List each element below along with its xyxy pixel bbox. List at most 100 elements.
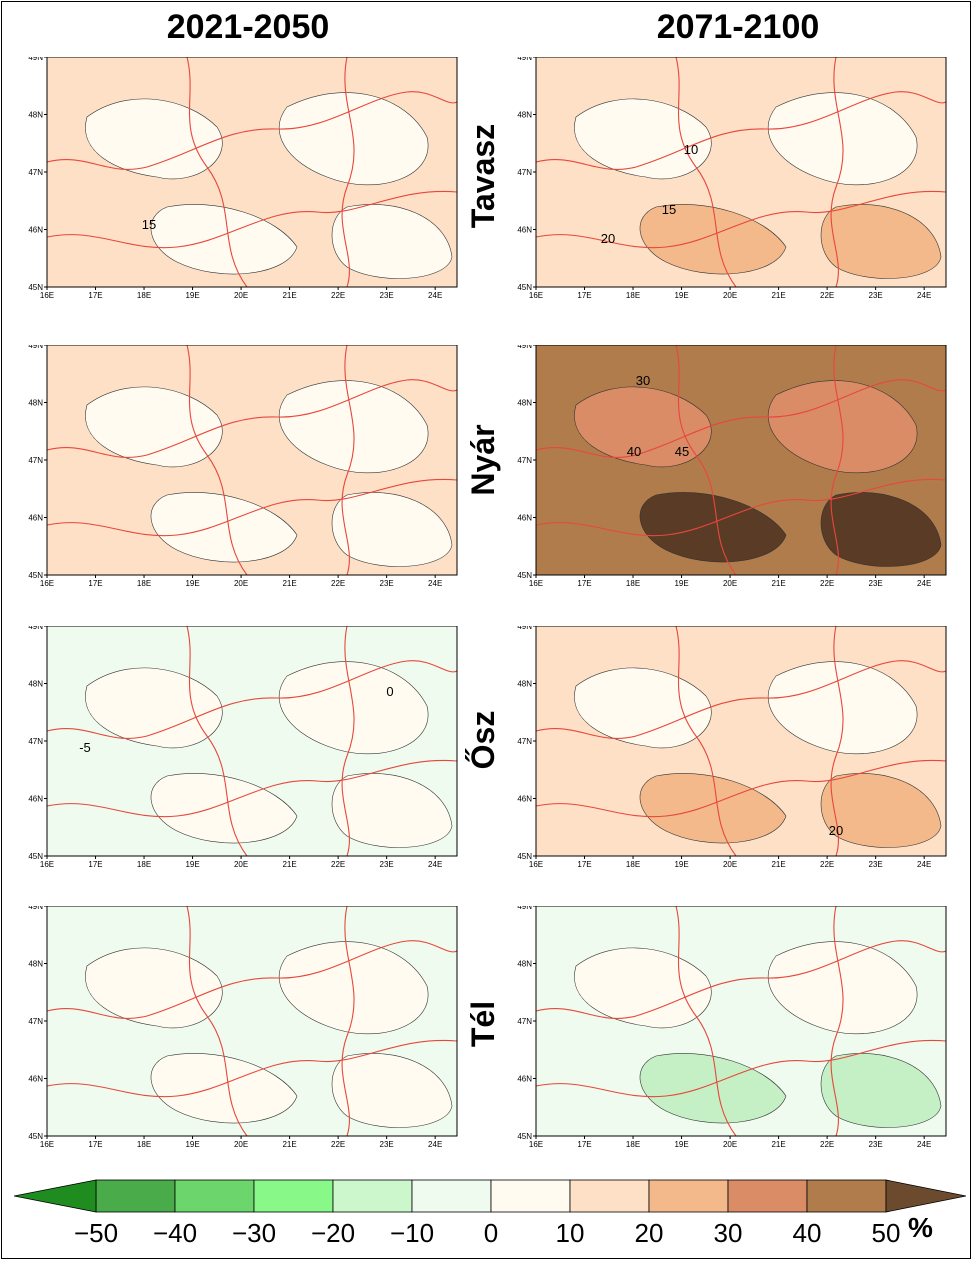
lat-tick-label: 48N <box>28 960 43 969</box>
contour-region <box>574 947 712 1029</box>
lon-tick-label: 18E <box>137 860 151 869</box>
contour-region <box>820 773 942 848</box>
lat-tick-label: 49N <box>28 57 43 62</box>
lon-tick-label: 17E <box>577 579 591 588</box>
lat-tick-label: 47N <box>517 737 532 746</box>
lat-tick-label: 49N <box>517 345 532 350</box>
lat-tick-label: 47N <box>517 168 532 177</box>
lon-tick-label: 23E <box>380 579 394 588</box>
country-border-line <box>535 759 947 818</box>
map-panel-tel-2071: 49N 48N 47N 46N 45N 16E 17E 18E 19E 20E 21E 22E 23E 2… <box>506 906 948 1150</box>
map-panel-tavasz-2021: 49N 48N 47N 46N 45N 16E 17E 18E 19E 20E 21E 22E 23E 2… <box>17 57 459 301</box>
lon-tick-label: 16E <box>40 860 54 869</box>
lat-tick-label: 45N <box>517 283 532 292</box>
lat-tick-label: 47N <box>517 1017 532 1026</box>
lon-tick-label: 24E <box>917 1140 931 1149</box>
legend-tick-label: −10 <box>390 1218 434 1248</box>
lon-tick-label: 19E <box>185 291 199 300</box>
contour-region <box>574 667 712 749</box>
country-border-line <box>46 379 458 458</box>
lon-tick-label: 17E <box>88 860 102 869</box>
season-label-winter: Tél <box>465 1000 501 1048</box>
lon-tick-label: 19E <box>674 291 688 300</box>
contour-value-label: 45 <box>675 444 689 459</box>
lon-tick-label: 20E <box>234 1140 248 1149</box>
lat-tick-label: 45N <box>517 852 532 861</box>
lat-tick-label: 46N <box>517 514 532 523</box>
color-scale-legend: −50 −40 −30 −20 −10 0 10 20 30 40 50 <box>14 1179 966 1248</box>
lon-tick-label: 21E <box>282 291 296 300</box>
lat-tick-label: 46N <box>28 1075 43 1084</box>
country-border-line <box>830 345 844 576</box>
lat-tick-label: 47N <box>517 456 532 465</box>
country-border-line <box>341 906 355 1137</box>
lon-tick-label: 16E <box>40 1140 54 1149</box>
contour-region <box>574 98 712 180</box>
lon-tick-label: 17E <box>88 1140 102 1149</box>
lon-tick-label: 19E <box>185 1140 199 1149</box>
legend-high-arrow <box>885 1179 966 1213</box>
legend-color-box <box>806 1179 887 1213</box>
lon-tick-label: 19E <box>674 579 688 588</box>
country-border-line <box>830 626 844 857</box>
country-border-line <box>675 906 737 1137</box>
lat-tick-label: 46N <box>28 226 43 235</box>
country-border-line <box>535 940 947 1019</box>
lon-tick-label: 18E <box>626 860 640 869</box>
legend-tick-label: 10 <box>556 1218 585 1248</box>
contour-region <box>639 204 787 275</box>
lon-tick-label: 21E <box>771 1140 785 1149</box>
contour-region <box>331 773 453 848</box>
contour-value-label: 0 <box>386 684 393 699</box>
contour-region <box>639 773 787 844</box>
lon-tick-label: 18E <box>626 579 640 588</box>
lon-tick-label: 18E <box>137 1140 151 1149</box>
season-label-autumn: Ősz <box>465 710 501 770</box>
lon-tick-label: 21E <box>282 1140 296 1149</box>
lon-tick-label: 22E <box>820 579 834 588</box>
country-border-line <box>535 91 947 170</box>
country-border-line <box>341 626 355 857</box>
country-border-line <box>46 91 458 170</box>
lat-tick-label: 47N <box>28 1017 43 1026</box>
map-panel-tel-2021: 49N 48N 47N 46N 45N 16E 17E 18E 19E 20E 21E 22E 23E 2… <box>17 906 459 1150</box>
country-border-line <box>341 57 355 288</box>
lat-tick-label: 48N <box>517 960 532 969</box>
country-border-line <box>46 940 458 1019</box>
lat-tick-label: 48N <box>517 111 532 120</box>
lon-tick-label: 22E <box>820 860 834 869</box>
contour-value-label: 30 <box>636 373 650 388</box>
lon-tick-label: 17E <box>577 291 591 300</box>
legend-tick-label: −30 <box>232 1218 276 1248</box>
season-label-spring: Tavasz <box>465 123 501 229</box>
lat-tick-label: 49N <box>517 906 532 911</box>
lon-tick-label: 19E <box>185 579 199 588</box>
lon-tick-label: 16E <box>529 1140 543 1149</box>
legend-tick-label: 50 <box>872 1218 901 1248</box>
lat-tick-label: 46N <box>517 795 532 804</box>
legend-tick-label: −40 <box>153 1218 197 1248</box>
country-border-line <box>535 478 947 537</box>
lon-tick-label: 24E <box>428 579 442 588</box>
contour-region <box>820 492 942 567</box>
lat-tick-label: 45N <box>28 571 43 580</box>
legend-tick-label: 30 <box>714 1218 743 1248</box>
contour-region <box>85 667 223 749</box>
contour-value-label: -5 <box>79 740 91 755</box>
contour-region <box>639 1053 787 1124</box>
lat-tick-label: 49N <box>28 906 43 911</box>
contour-region <box>150 773 298 844</box>
lon-tick-label: 18E <box>137 579 151 588</box>
legend-tick-label: −20 <box>311 1218 355 1248</box>
lon-tick-label: 18E <box>137 291 151 300</box>
contour-region <box>85 947 223 1029</box>
legend-low-arrow <box>14 1179 97 1213</box>
lon-tick-label: 23E <box>380 860 394 869</box>
contour-region <box>331 492 453 567</box>
lon-tick-label: 24E <box>917 860 931 869</box>
lat-tick-label: 46N <box>28 795 43 804</box>
country-border-line <box>186 57 248 288</box>
lon-tick-label: 23E <box>380 291 394 300</box>
contour-region <box>85 386 223 468</box>
lat-tick-label: 48N <box>517 399 532 408</box>
